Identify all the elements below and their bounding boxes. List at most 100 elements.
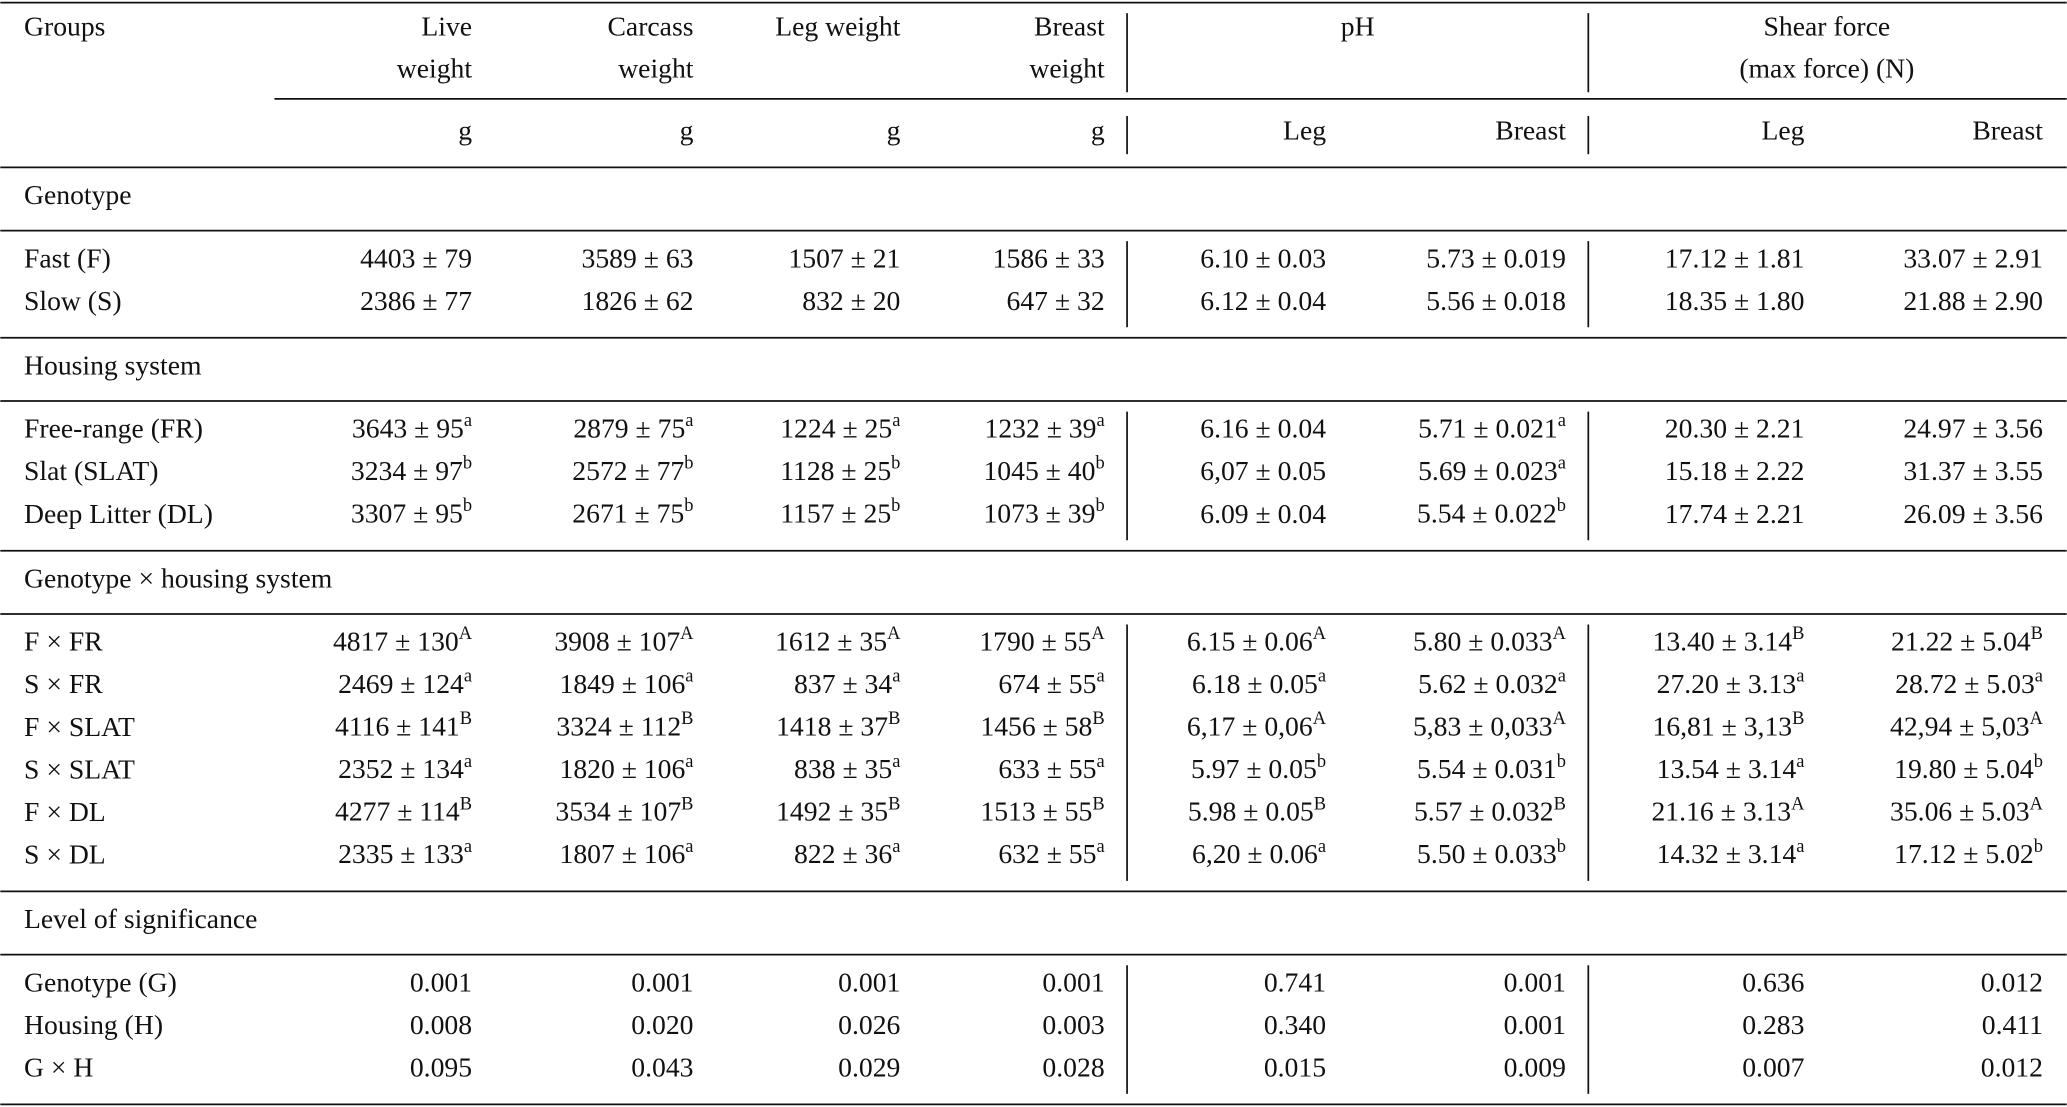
header-cell: pH bbox=[1341, 10, 1375, 41]
data-cell: 1128 ± 25b bbox=[780, 453, 900, 486]
data-cell: 31.37 ± 3.55 bbox=[1903, 455, 2043, 486]
superscript: a bbox=[1558, 410, 1566, 430]
data-cell: 647 ± 32 bbox=[1007, 285, 1105, 316]
superscript: A bbox=[887, 623, 901, 643]
data-cell: 35.06 ± 5.03A bbox=[1890, 794, 2044, 827]
data-cell: 2671 ± 75b bbox=[572, 495, 693, 528]
data-cell: 6,17 ± 0,06A bbox=[1187, 708, 1327, 741]
superscript: b bbox=[1557, 751, 1566, 771]
superscript: b bbox=[684, 453, 693, 473]
superscript: A bbox=[1313, 708, 1327, 728]
cell-value: 1232 ± 39 bbox=[984, 413, 1096, 444]
data-cell: 632 ± 55a bbox=[998, 836, 1104, 869]
data-cell: 1612 ± 35A bbox=[775, 623, 901, 656]
data-cell: 3324 ± 112B bbox=[556, 708, 693, 741]
cell-value: 2879 ± 75 bbox=[573, 413, 685, 444]
cell-value: 5,83 ± 0,033 bbox=[1413, 711, 1553, 742]
data-cell: 20.30 ± 2.21 bbox=[1665, 413, 1805, 444]
superscript: B bbox=[460, 794, 472, 814]
data-cell: 6.12 ± 0.04 bbox=[1200, 285, 1326, 316]
data-cell: 0.001 bbox=[1042, 966, 1104, 997]
superscript: b bbox=[891, 495, 900, 515]
cell-value: 5.50 ± 0.033 bbox=[1417, 838, 1557, 869]
data-cell: 0.015 bbox=[1264, 1051, 1326, 1082]
data-cell: 6.18 ± 0.05a bbox=[1192, 666, 1326, 699]
cell-value: 6,20 ± 0.06 bbox=[1192, 838, 1318, 869]
data-cell: 2879 ± 75a bbox=[573, 410, 693, 443]
header-cell: Live bbox=[421, 10, 472, 41]
superscript: b bbox=[1317, 751, 1326, 771]
superscript: B bbox=[1554, 794, 1566, 814]
data-cell: 0.012 bbox=[1981, 1051, 2043, 1082]
data-cell: 14.32 ± 3.14a bbox=[1657, 836, 1805, 869]
cell-value: 5.54 ± 0.022 bbox=[1417, 498, 1557, 529]
superscript: a bbox=[1558, 666, 1566, 686]
superscript: B bbox=[888, 794, 900, 814]
data-cell: 42,94 ± 5,03A bbox=[1890, 708, 2044, 741]
data-cell: 0.028 bbox=[1042, 1051, 1104, 1082]
data-cell: 674 ± 55a bbox=[998, 666, 1104, 699]
superscript: A bbox=[680, 623, 694, 643]
data-cell: 5.97 ± 0.05b bbox=[1191, 751, 1326, 784]
row-label: Free-range (FR) bbox=[24, 413, 203, 444]
cell-value: 35.06 ± 5.03 bbox=[1890, 796, 2030, 827]
superscript: a bbox=[1318, 836, 1326, 856]
row-label: G × H bbox=[24, 1051, 93, 1082]
data-cell: 0.029 bbox=[838, 1051, 900, 1082]
data-cell: 27.20 ± 3.13a bbox=[1657, 666, 1805, 699]
superscript: a bbox=[1096, 751, 1104, 771]
data-cell: 3908 ± 107A bbox=[554, 623, 694, 656]
superscript: a bbox=[685, 666, 693, 686]
data-cell: 0.001 bbox=[838, 966, 900, 997]
cell-value: 1128 ± 25 bbox=[780, 455, 891, 486]
data-cell: 0.095 bbox=[410, 1051, 472, 1082]
header-cell: Breast bbox=[1034, 10, 1105, 41]
superscript: a bbox=[464, 666, 472, 686]
cell-value: 3307 ± 95 bbox=[351, 498, 463, 529]
superscript: b bbox=[463, 453, 472, 473]
superscript: b bbox=[2034, 836, 2043, 856]
data-cell: 1418 ± 37B bbox=[776, 708, 900, 741]
data-cell: 0.411 bbox=[1982, 1009, 2043, 1040]
data-cell: 1513 ± 55B bbox=[980, 794, 1104, 827]
superscript: a bbox=[892, 666, 900, 686]
row-label: F × DL bbox=[24, 796, 106, 827]
data-cell: 6.16 ± 0.04 bbox=[1200, 413, 1326, 444]
cell-value: 5.54 ± 0.031 bbox=[1417, 753, 1557, 784]
cell-value: 4116 ± 141 bbox=[335, 711, 460, 742]
cell-value: 2469 ± 124 bbox=[338, 668, 464, 699]
data-cell: 18.35 ± 1.80 bbox=[1665, 285, 1805, 316]
superscript: B bbox=[460, 708, 472, 728]
section-title: Genotype × housing system bbox=[24, 562, 333, 593]
data-cell: 0.340 bbox=[1264, 1009, 1326, 1040]
superscript: b bbox=[684, 495, 693, 515]
data-cell: 822 ± 36a bbox=[794, 836, 900, 869]
data-cell: 1807 ± 106a bbox=[559, 836, 693, 869]
unit-cell: Breast bbox=[1495, 114, 1566, 145]
superscript: a bbox=[2035, 666, 2043, 686]
cell-value: 28.72 ± 5.03 bbox=[1895, 668, 2035, 699]
data-cell: 1157 ± 25b bbox=[780, 495, 900, 528]
data-cell: 0.001 bbox=[631, 966, 693, 997]
superscript: b bbox=[1095, 495, 1104, 515]
data-cell: 4116 ± 141B bbox=[335, 708, 472, 741]
row-label: F × FR bbox=[24, 626, 103, 657]
data-cell: 2469 ± 124a bbox=[338, 666, 472, 699]
data-cell: 3234 ± 97b bbox=[351, 453, 472, 486]
superscript: a bbox=[892, 836, 900, 856]
data-cell: 4403 ± 79 bbox=[360, 242, 472, 273]
data-cell: 21.16 ± 3.13A bbox=[1651, 794, 1805, 827]
data-cell: 13.54 ± 3.14a bbox=[1657, 751, 1805, 784]
data-cell: 5.54 ± 0.022b bbox=[1417, 495, 1566, 528]
cell-value: 13.54 ± 3.14 bbox=[1657, 753, 1797, 784]
data-cell: 6.10 ± 0.03 bbox=[1200, 242, 1326, 273]
unit-cell: g bbox=[680, 114, 694, 145]
superscript: A bbox=[1791, 794, 1805, 814]
superscript: a bbox=[1796, 836, 1804, 856]
superscript: A bbox=[459, 623, 473, 643]
cell-value: 27.20 ± 3.13 bbox=[1657, 668, 1797, 699]
data-cell: 0.043 bbox=[631, 1051, 693, 1082]
data-cell: 5.69 ± 0.023a bbox=[1418, 453, 1566, 486]
superscript: B bbox=[1092, 794, 1104, 814]
